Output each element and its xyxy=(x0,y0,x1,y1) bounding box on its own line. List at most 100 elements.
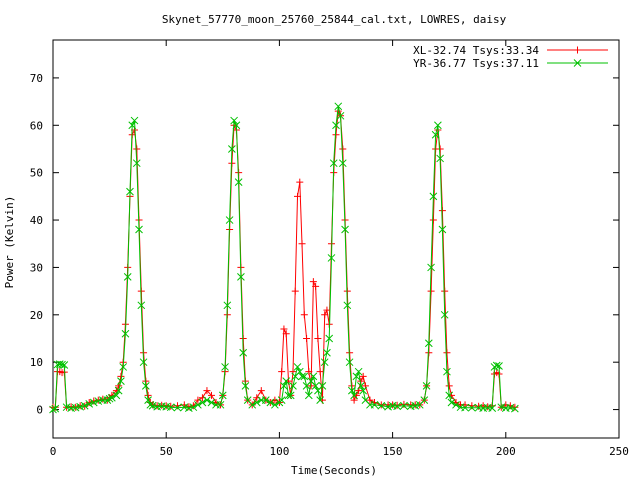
data-point xyxy=(296,178,304,186)
data-point xyxy=(357,382,365,390)
data-point xyxy=(80,401,89,410)
data-point xyxy=(291,287,299,295)
data-point xyxy=(293,363,302,371)
data-point xyxy=(257,387,265,395)
data-point xyxy=(314,335,322,342)
data-point xyxy=(237,273,245,281)
data-point xyxy=(298,240,306,248)
data-point xyxy=(436,145,444,153)
data-point xyxy=(461,403,469,412)
data-point xyxy=(384,402,392,411)
data-point xyxy=(434,121,442,130)
y-axis-label: Power (Kelvin) xyxy=(3,196,16,289)
x-tick-label: 150 xyxy=(383,445,403,458)
data-point xyxy=(427,263,435,272)
data-point xyxy=(94,397,103,405)
data-point xyxy=(429,192,438,201)
data-point xyxy=(58,360,66,369)
data-point xyxy=(393,401,401,409)
data-point xyxy=(248,400,257,409)
data-point xyxy=(350,396,358,404)
data-point xyxy=(377,401,386,410)
data-point xyxy=(55,360,64,368)
data-point xyxy=(282,330,290,338)
data-point xyxy=(223,301,232,310)
data-point xyxy=(207,398,216,407)
data-point xyxy=(325,334,334,343)
data-point xyxy=(266,398,275,407)
plot-frame xyxy=(52,39,620,439)
data-point xyxy=(228,145,236,153)
data-point xyxy=(347,386,356,395)
data-point xyxy=(89,398,98,407)
data-point xyxy=(318,382,327,390)
data-point xyxy=(60,361,69,369)
data-point xyxy=(438,207,446,215)
data-point xyxy=(438,225,447,234)
y-tick-label: 70 xyxy=(30,72,43,85)
data-point xyxy=(135,225,143,234)
legend-marker xyxy=(574,46,581,54)
y-tick-label: 50 xyxy=(30,167,43,180)
data-point xyxy=(225,216,234,224)
data-point xyxy=(400,400,408,408)
data-point xyxy=(105,394,114,403)
data-point xyxy=(311,382,320,390)
data-point xyxy=(467,403,476,412)
data-point xyxy=(303,335,311,342)
data-point xyxy=(484,403,492,411)
data-point xyxy=(424,339,433,348)
data-point xyxy=(194,400,202,409)
data-point xyxy=(309,372,318,381)
data-point xyxy=(411,401,420,410)
data-point xyxy=(420,396,429,404)
data-point xyxy=(216,400,225,409)
data-point xyxy=(282,377,291,385)
data-point xyxy=(352,372,361,381)
data-point xyxy=(234,178,243,186)
y-tick-label: 40 xyxy=(30,214,43,227)
data-point xyxy=(148,401,157,410)
data-point xyxy=(490,363,499,371)
data-point xyxy=(511,403,519,411)
data-point xyxy=(239,348,248,357)
data-point xyxy=(422,382,431,390)
data-point xyxy=(166,403,175,412)
data-point xyxy=(492,361,501,370)
data-point xyxy=(76,402,85,411)
data-point xyxy=(298,372,306,381)
data-point xyxy=(241,382,250,390)
data-point xyxy=(218,391,227,400)
data-point xyxy=(133,145,141,153)
data-point xyxy=(336,111,345,120)
series-line xyxy=(52,106,515,411)
data-point xyxy=(316,368,324,376)
data-point xyxy=(189,403,198,412)
data-point xyxy=(137,301,146,310)
data-point xyxy=(497,403,506,412)
data-point xyxy=(452,400,460,409)
data-point xyxy=(139,358,148,367)
data-point xyxy=(305,368,313,376)
data-point xyxy=(119,363,128,371)
data-point xyxy=(436,154,444,163)
data-point xyxy=(440,310,449,319)
data-point xyxy=(277,396,286,404)
data-point xyxy=(173,403,182,412)
data-point xyxy=(323,306,331,314)
data-point xyxy=(128,121,137,130)
y-tick-label: 10 xyxy=(30,356,43,369)
data-point xyxy=(321,311,329,319)
data-point xyxy=(343,301,352,310)
data-point xyxy=(341,225,349,234)
data-point xyxy=(85,400,94,408)
data-point xyxy=(141,382,150,390)
data-point xyxy=(350,391,358,400)
data-point xyxy=(345,358,354,367)
data-point xyxy=(271,400,279,409)
data-point xyxy=(103,396,112,404)
data-point xyxy=(203,396,211,404)
data-point xyxy=(327,254,336,262)
